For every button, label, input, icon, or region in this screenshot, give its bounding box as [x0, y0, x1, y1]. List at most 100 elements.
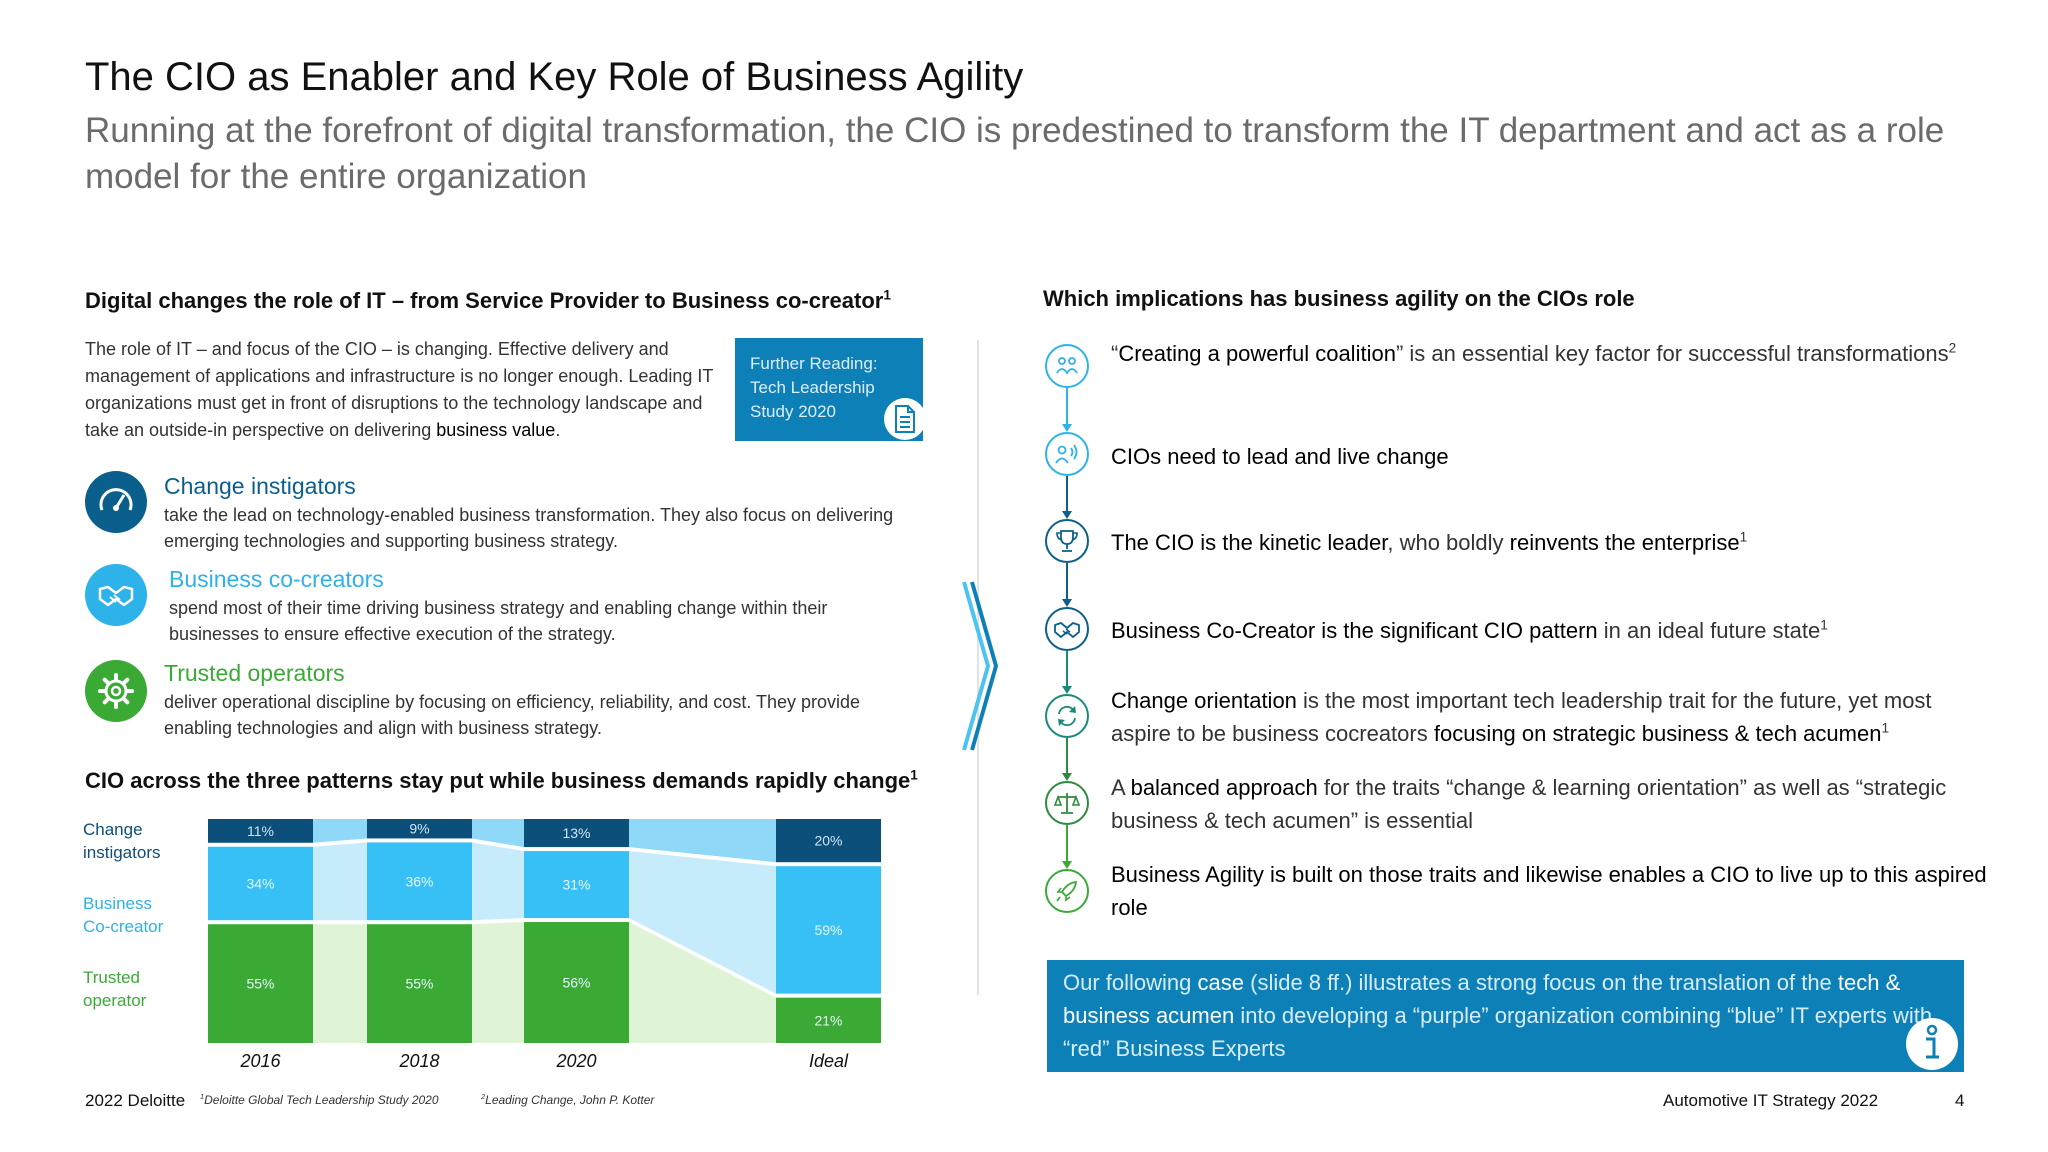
legend-line: Co-creator	[83, 917, 164, 936]
gear-icon	[85, 660, 147, 722]
series-connector-area	[472, 819, 524, 848]
handshake-icon	[1045, 607, 1089, 651]
footer-note-1-text: Deloitte Global Tech Leadership Study 20…	[204, 1093, 439, 1107]
x-axis-tick-label: 2016	[239, 1051, 281, 1071]
implication-emphasis: CIOs need to lead and live change	[1111, 444, 1449, 469]
footer-note-2-text: Leading Change, John P. Kotter	[485, 1093, 655, 1107]
x-axis-tick-label: 2020	[555, 1051, 596, 1071]
footer-note-1: 1Deloitte Global Tech Leadership Study 2…	[200, 1093, 439, 1107]
bar-value-label: 34%	[246, 875, 274, 891]
further-reading-line-2: Tech Leadership	[750, 378, 875, 397]
implication-text-run: , who boldly	[1387, 530, 1510, 555]
footer-note-1-sup: 1	[200, 1092, 205, 1101]
intro-end: .	[555, 420, 561, 440]
implication-emphasis: Change orientation	[1111, 688, 1297, 713]
bar-value-label: 13%	[562, 825, 590, 841]
footer-note-2: 2Leading Change, John P. Kotter	[481, 1093, 654, 1107]
implication-text: Business Co-Creator is the significant C…	[1111, 614, 1991, 647]
bar-value-label: 9%	[409, 821, 429, 837]
bar-segment	[524, 922, 629, 1043]
pattern-desc-trusted-operators: deliver operational discipline by focusi…	[164, 692, 861, 738]
bar-segment	[208, 819, 313, 843]
left-heading-footnote: 1	[883, 287, 891, 303]
flow-arrowhead	[1062, 686, 1072, 694]
series-connector-area	[472, 842, 524, 921]
implication-text-run: A	[1111, 775, 1131, 800]
implication-emphasis: focusing on strategic business & tech ac…	[1433, 721, 1882, 746]
flow-arrowhead	[1062, 773, 1072, 781]
series-connector-area	[472, 922, 524, 1043]
case-info-box: Our following case (slide 8 ff.) illustr…	[1047, 960, 1964, 1072]
implication-emphasis: Business Co-Creator is the significant C…	[1111, 618, 1598, 643]
coalition-icon	[1045, 344, 1089, 388]
implication-footnote: 2	[1948, 340, 1957, 356]
bar-segment	[208, 924, 313, 1043]
right-section-heading: Which implications has business agility …	[1043, 286, 1635, 311]
bar-value-label: 36%	[405, 873, 433, 889]
footer-note-2-sup: 2	[481, 1092, 486, 1101]
implication-footnote: 1	[1881, 720, 1890, 736]
implication-text-run: is the most important tech leadership tr…	[1111, 688, 1932, 746]
further-reading-box[interactable]: Further Reading: Tech Leadership Study 2…	[735, 338, 923, 441]
pattern-name-trusted-operators: Trusted operators	[164, 660, 345, 686]
pattern-desc-business-co-creators: spend most of their time driving busines…	[169, 598, 828, 644]
leader-speaking-icon	[1045, 432, 1089, 476]
document-icon[interactable]	[884, 398, 926, 440]
flow-arrowhead	[1062, 424, 1072, 432]
rocket-icon	[1045, 869, 1089, 913]
pattern-name-change-instigators: Change instigators	[164, 473, 356, 499]
implication-emphasis: reinvents the enterprise	[1509, 530, 1740, 555]
bar-value-label: 59%	[814, 922, 842, 938]
chevron-right-icon	[962, 581, 999, 751]
bar-value-label: 55%	[405, 976, 433, 992]
implication-emphasis: The CIO is the kinetic leader	[1111, 530, 1388, 555]
chart-heading-text: CIO across the three patterns stay put w…	[85, 768, 911, 793]
intro-text: The role of IT – and focus of the CIO – …	[85, 339, 714, 440]
footer-copyright: 2022 Deloitte	[85, 1091, 186, 1110]
legend-line: Change	[83, 820, 143, 839]
intro-paragraph: The role of IT – and focus of the CIO – …	[85, 336, 725, 444]
implication-emphasis: balanced approach	[1130, 775, 1318, 800]
patterns-stacked-bar-chart: 55% 34% 11% 2016 55% 36% 9% 2018 56% 31% 13% 2020 21…	[208, 819, 881, 1071]
pattern-name-business-co-creators: Business co-creators	[169, 566, 384, 592]
speedometer-icon	[85, 471, 147, 533]
implication-text: A balanced approach for the traits “chan…	[1111, 771, 1991, 837]
x-axis-tick-label: Ideal	[809, 1051, 849, 1071]
flow-arrowhead	[1062, 511, 1072, 519]
implication-text-run: ” is an essential key factor for success…	[1395, 341, 1949, 366]
implication-footnote: 1	[1820, 617, 1828, 633]
implication-text: CIOs need to lead and live change	[1111, 440, 1991, 473]
series-connector-area	[313, 842, 367, 921]
info-icon[interactable]	[1906, 1018, 1958, 1070]
handshake-icon	[85, 564, 147, 626]
bar-value-label: 56%	[562, 975, 590, 991]
series-connector-area	[629, 819, 776, 863]
further-reading-line-1: Further Reading:	[750, 354, 878, 373]
implication-text-run: in an ideal future state	[1597, 618, 1821, 643]
implication-text: Business Agility is built on those trait…	[1111, 858, 1991, 924]
bar-segment	[367, 924, 472, 1043]
further-reading-line-3: Study 2020	[750, 402, 837, 421]
info-text-run: into developing a “purple” organization …	[1063, 1003, 1933, 1061]
refresh-icon	[1045, 694, 1089, 738]
page-subtitle: Running at the forefront of digital tran…	[85, 111, 1945, 196]
info-text-run: (slide 8 ff.) illustrates a strong focus…	[1244, 970, 1838, 995]
intro-bold-text: business value	[436, 420, 556, 440]
pattern-desc-change-instigators: take the lead on technology-enabled busi…	[164, 505, 894, 551]
legend-label-change-instigators: Change instigators	[83, 818, 160, 864]
bar-segment	[776, 866, 881, 994]
legend-line: instigators	[83, 843, 161, 862]
implication-text: “Creating a powerful coalition” is an es…	[1111, 337, 1991, 370]
implication-text: Change orientation is the most important…	[1111, 684, 1991, 750]
page-title: The CIO as Enabler and Key Role of Busin…	[85, 55, 1024, 99]
bar-value-label: 21%	[814, 1012, 842, 1028]
bar-value-label: 31%	[562, 877, 590, 893]
info-emphasis: tech & business acumen	[1063, 970, 1901, 1028]
implication-text: The CIO is the kinetic leader, who boldl…	[1111, 526, 1991, 559]
implication-emphasis: Business Agility is built on those trait…	[1111, 862, 1987, 920]
bar-segment	[776, 997, 881, 1043]
implication-footnote: 1	[1739, 529, 1748, 545]
flow-arrowhead	[1062, 861, 1072, 869]
series-connector-area	[313, 924, 367, 1043]
legend-line: Business	[83, 894, 152, 913]
